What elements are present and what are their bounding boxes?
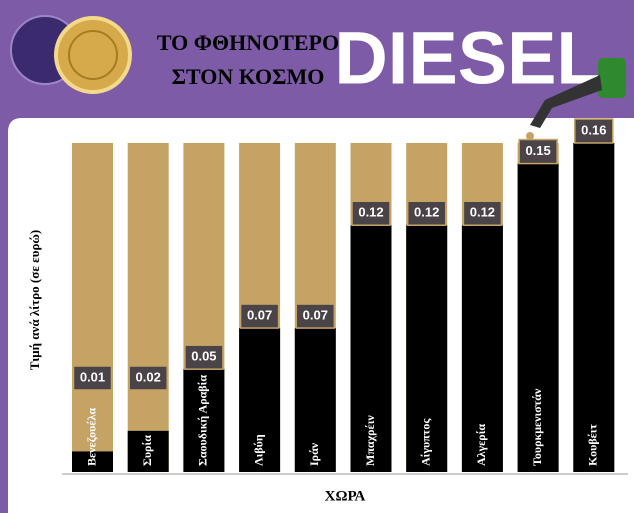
category-label: Λιβύη	[251, 434, 265, 466]
brand: DIESEL	[334, 17, 601, 100]
category-label: Αλγερία	[474, 424, 488, 466]
value-box	[295, 303, 336, 329]
category-label: Κουβέιτ	[586, 423, 600, 466]
bar	[294, 328, 336, 472]
value-label: 0.16	[581, 122, 606, 137]
value-label: 0.12	[470, 205, 495, 220]
value-label: 0.05	[191, 349, 216, 364]
bar	[461, 225, 503, 472]
bar	[350, 225, 392, 472]
value-label: 0.07	[247, 308, 272, 323]
value-box	[574, 118, 614, 144]
title-line1: ΤΟ ΦΘΗΝΟΤΕΡΟ	[157, 30, 339, 55]
value-label: 0.01	[80, 369, 105, 384]
bar	[72, 451, 113, 472]
category-label: Ιράν	[307, 442, 321, 466]
category-label: Μπαχρέιν	[363, 415, 377, 466]
coin-icon	[54, 16, 132, 94]
value-box	[128, 365, 168, 391]
value-box	[462, 200, 503, 226]
category-label: Αίγυπτος	[418, 418, 432, 466]
title-line2: ΣΤΟΝ ΚΟΣΜΟ	[172, 64, 325, 89]
value-box	[351, 200, 391, 226]
bar	[573, 143, 615, 472]
category-label: Βενεζουέλα	[84, 408, 98, 466]
bar	[127, 430, 169, 472]
bar-background	[72, 143, 113, 472]
bar	[183, 369, 225, 472]
category-label: Τουρκμενιστάν	[530, 388, 544, 466]
bar-background	[127, 143, 169, 472]
category-label: Συρία	[140, 435, 154, 466]
value-box	[72, 365, 113, 391]
value-box	[406, 200, 447, 226]
value-box	[518, 138, 558, 165]
nozzle-icon	[526, 58, 626, 140]
value-box	[184, 344, 224, 370]
y-axis-label: Τιμή ανά λίτρο (σε ευρώ)	[27, 230, 42, 370]
x-axis-label: ΧΩΡΑ	[325, 488, 366, 504]
bar	[239, 328, 281, 472]
value-label: 0.12	[358, 205, 383, 220]
value-box	[239, 303, 280, 329]
value-label: 0.12	[414, 205, 439, 220]
category-label: Σαουδική Αραβία	[196, 375, 210, 466]
coin-inner	[68, 30, 118, 80]
value-label: 0.02	[136, 369, 161, 384]
value-label: 0.07	[303, 308, 328, 323]
bar	[406, 225, 448, 472]
bar	[517, 163, 559, 472]
value-label: 0.15	[525, 143, 550, 158]
